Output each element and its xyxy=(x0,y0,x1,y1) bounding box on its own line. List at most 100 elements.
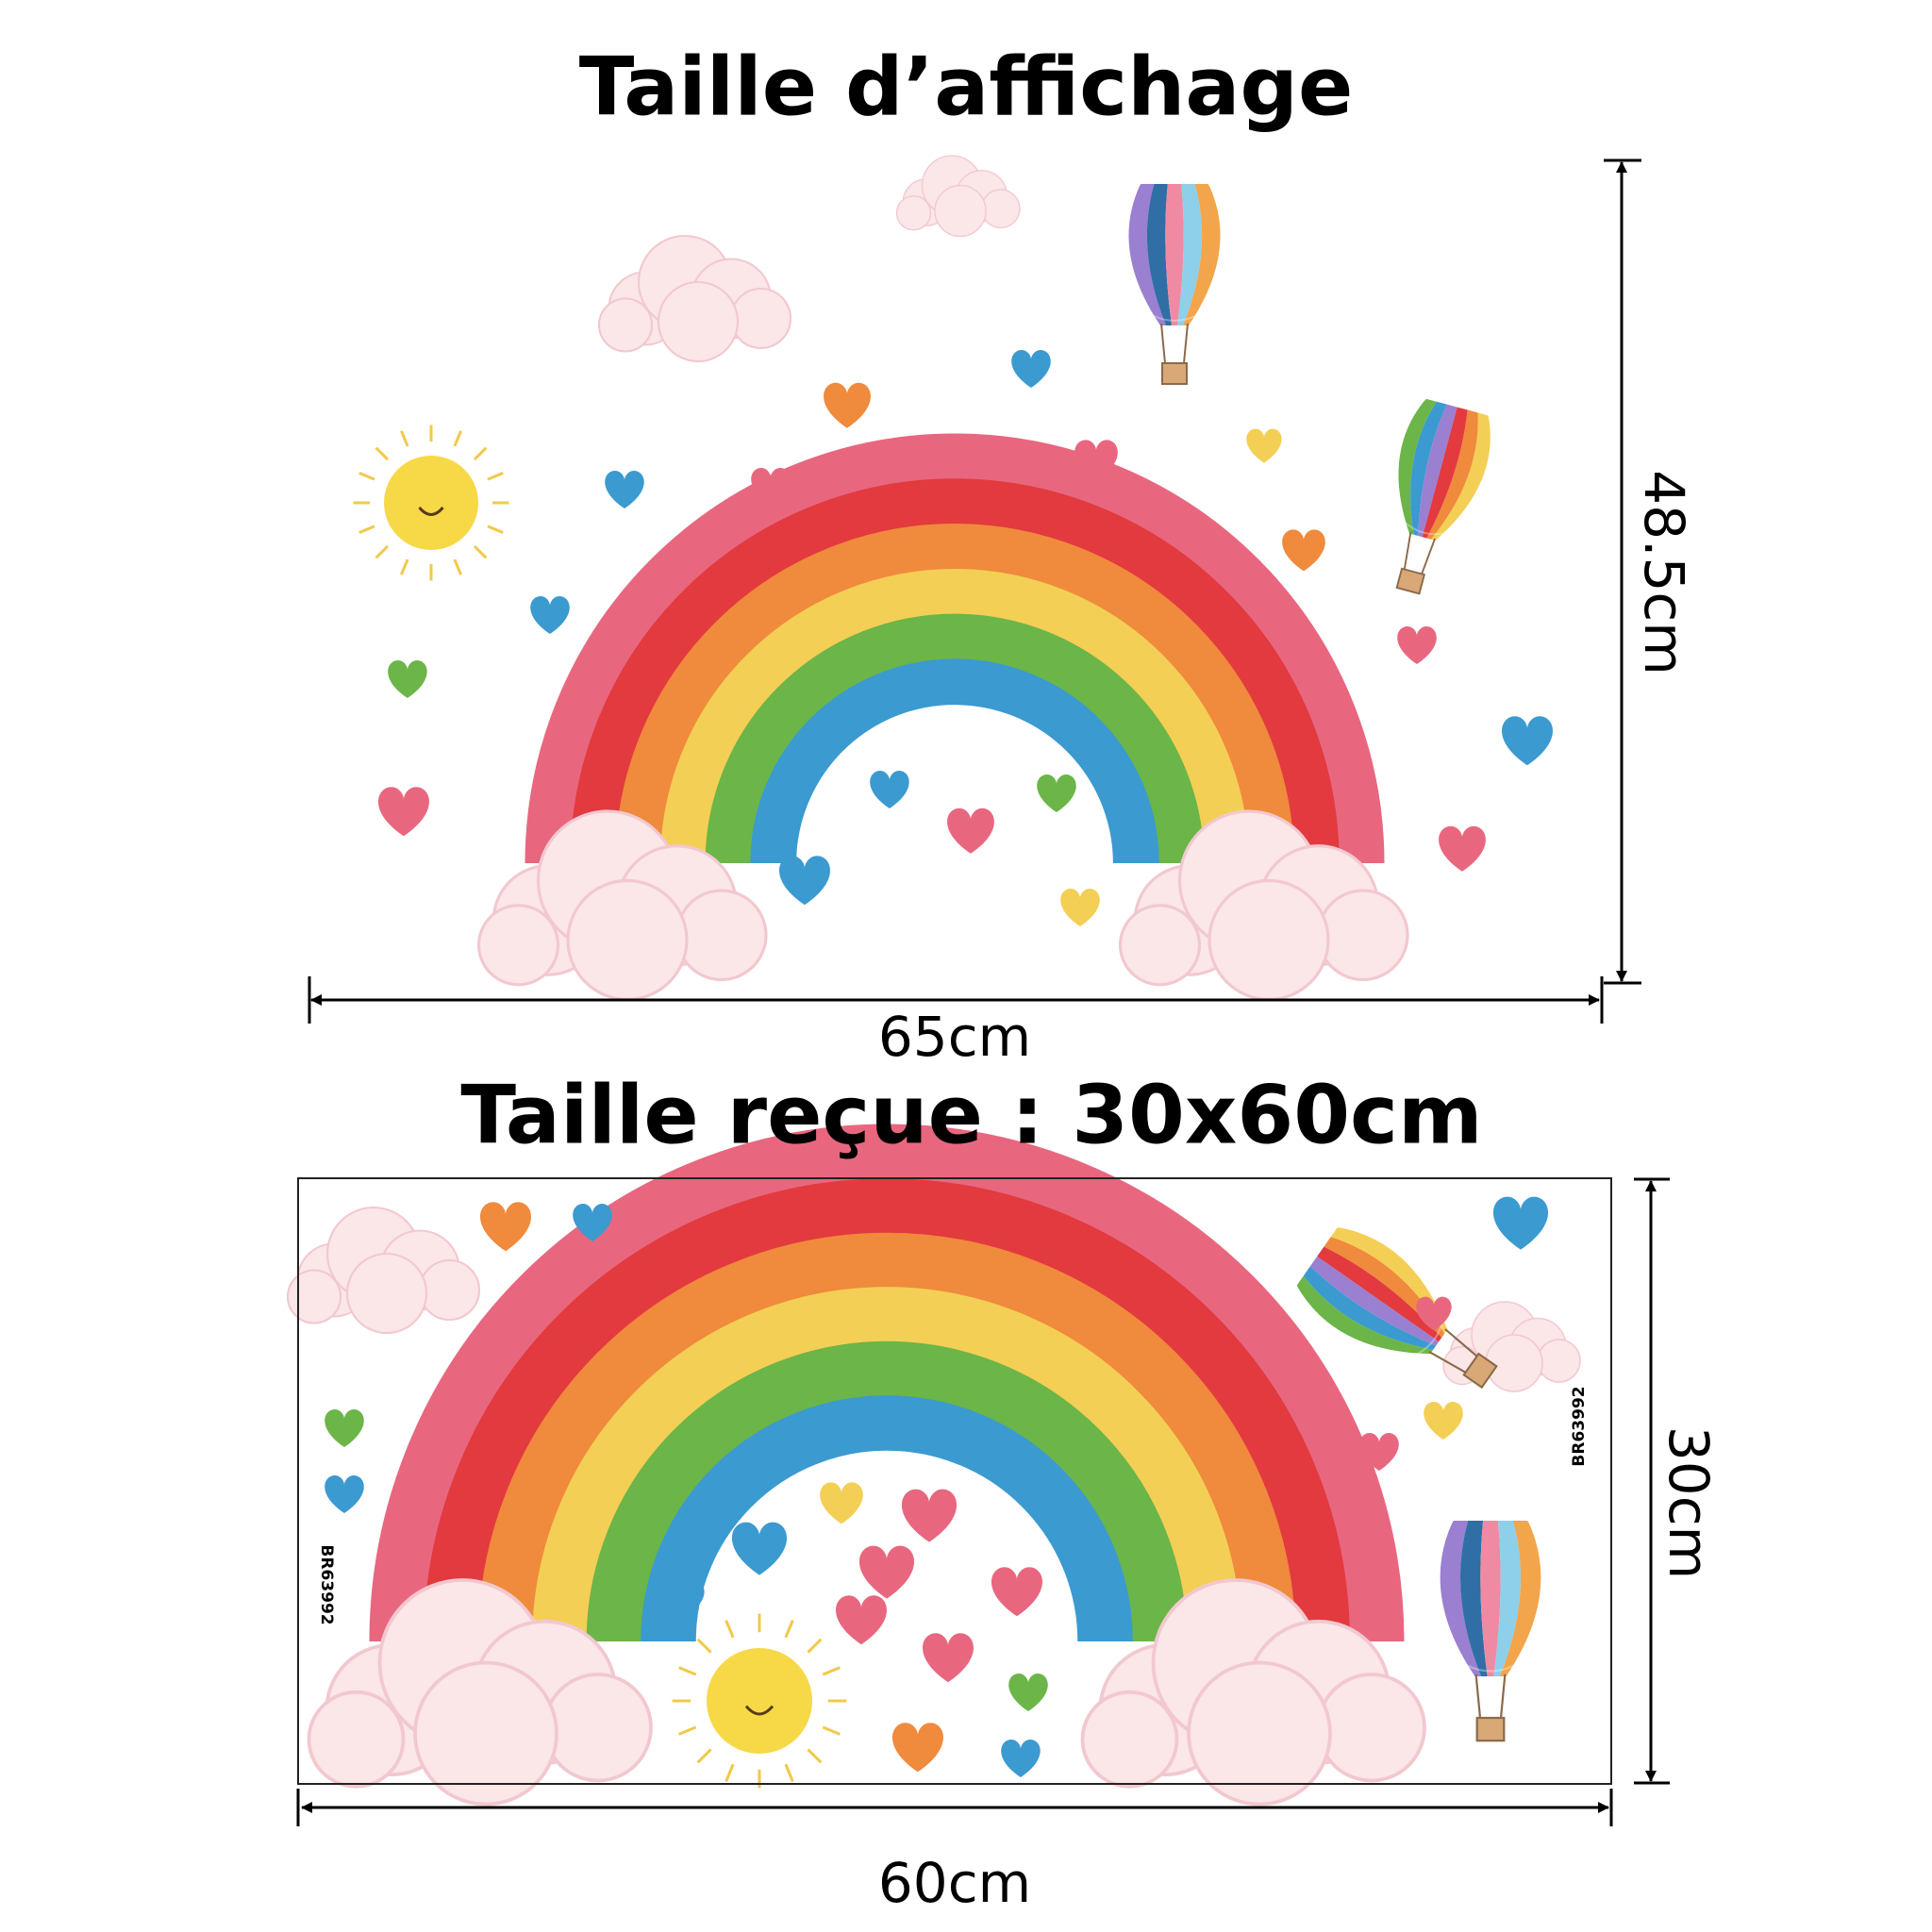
cloud-puff xyxy=(1208,878,1330,1002)
cloud xyxy=(476,809,768,1002)
sun-ray xyxy=(696,1638,712,1654)
heart xyxy=(1416,1296,1452,1331)
sun-ray xyxy=(822,1725,841,1736)
title: Taille reçue : 30x60cm xyxy=(460,1068,1482,1162)
cloud-puff xyxy=(566,878,689,1002)
heart xyxy=(870,771,909,808)
heart xyxy=(1424,1402,1463,1440)
balloon-stripe xyxy=(1398,398,1437,535)
balloon-stripe xyxy=(1410,401,1447,537)
sun-ray xyxy=(453,430,462,447)
balloon-outline xyxy=(1115,169,1234,322)
heart xyxy=(1001,1740,1041,1777)
rainbow-band xyxy=(705,614,1205,864)
balloon-stripe xyxy=(1177,184,1203,325)
heart xyxy=(836,1595,887,1645)
width-label: 65cm xyxy=(878,1005,1031,1069)
title: Taille d’affichage xyxy=(579,40,1354,134)
heart xyxy=(779,856,830,906)
heart xyxy=(378,787,429,837)
cloud-puff xyxy=(1537,1339,1581,1383)
balloon-stripe xyxy=(1330,1226,1448,1334)
sun xyxy=(353,425,509,581)
cloud-puff xyxy=(542,1673,653,1783)
rainbow-band xyxy=(586,1341,1188,1642)
sun-ray xyxy=(784,1620,794,1639)
balloon-stripe xyxy=(1303,1266,1437,1350)
basket xyxy=(1475,1716,1506,1742)
cloud xyxy=(895,155,1021,238)
balloon-stripe xyxy=(1418,404,1457,538)
cloud-puff xyxy=(934,184,987,238)
sun-ray xyxy=(807,1748,823,1764)
sun-ray xyxy=(678,1666,697,1676)
basket xyxy=(1462,1352,1498,1390)
cloud xyxy=(307,1578,653,1807)
heart xyxy=(1037,774,1076,812)
heart xyxy=(751,468,791,506)
basket xyxy=(1161,362,1188,385)
balloon-stripe xyxy=(1296,1275,1434,1355)
cloud-puff xyxy=(476,904,560,987)
sun-ray xyxy=(473,544,488,559)
rainbow-band xyxy=(424,1178,1350,1642)
heart xyxy=(1011,350,1051,388)
rope xyxy=(1421,538,1437,575)
cloud-puff xyxy=(895,195,932,231)
heart xyxy=(325,1475,364,1513)
heart xyxy=(325,1409,364,1447)
balloon-stripe xyxy=(1480,1521,1501,1676)
heart xyxy=(1282,529,1325,572)
balloon-outline xyxy=(1424,1504,1557,1673)
sun-ray xyxy=(807,1638,823,1654)
cloud xyxy=(1080,1578,1426,1807)
sun-ray xyxy=(375,446,390,461)
cloud-puff xyxy=(418,1258,481,1322)
cloud xyxy=(286,1206,481,1335)
rainbow-band xyxy=(659,568,1250,864)
balloon-outline xyxy=(1384,391,1500,536)
basket xyxy=(1395,567,1426,595)
cloud xyxy=(1442,1301,1581,1392)
sheet-outline xyxy=(297,1177,1612,1785)
sun-ray xyxy=(453,558,462,575)
cloud-puff xyxy=(1316,1673,1426,1783)
width-label: 60cm xyxy=(878,1851,1031,1915)
cloud xyxy=(597,234,792,363)
cloud-puff xyxy=(729,287,792,350)
heart xyxy=(901,1489,958,1542)
rope xyxy=(1444,1328,1478,1357)
balloon-stripe xyxy=(1493,1521,1522,1676)
sun xyxy=(672,1613,847,1789)
heart xyxy=(820,1482,863,1524)
rainbow-band xyxy=(641,1395,1133,1642)
heart xyxy=(858,1545,915,1599)
rainbow-band xyxy=(369,1124,1405,1642)
height-label: 48.5cm xyxy=(1632,470,1696,675)
heart xyxy=(480,1202,531,1252)
heart xyxy=(892,1723,943,1773)
sun-smile xyxy=(418,506,444,516)
rainbow-band xyxy=(750,658,1159,864)
sun-ray xyxy=(473,446,488,461)
cloud xyxy=(1118,809,1409,1002)
heart xyxy=(991,1567,1042,1617)
heart xyxy=(923,1633,974,1683)
balloon-stripe xyxy=(1324,1237,1445,1338)
cloud-puff xyxy=(1080,1690,1179,1789)
balloon-stripe xyxy=(1459,1521,1488,1676)
sun-ray xyxy=(400,430,409,447)
heart xyxy=(824,382,871,428)
heart xyxy=(1008,1674,1048,1711)
sun-ray xyxy=(696,1748,712,1764)
product-code: BR63992 xyxy=(317,1544,336,1624)
hot-air-balloon xyxy=(1115,169,1234,385)
rope xyxy=(1499,1674,1507,1719)
product-code: BR63992 xyxy=(1570,1386,1589,1466)
balloon-stripe xyxy=(1426,409,1478,540)
sun-ray xyxy=(724,1763,735,1782)
cloud-puff xyxy=(286,1269,342,1324)
heart xyxy=(388,660,427,698)
hot-air-balloon xyxy=(1424,1504,1557,1742)
